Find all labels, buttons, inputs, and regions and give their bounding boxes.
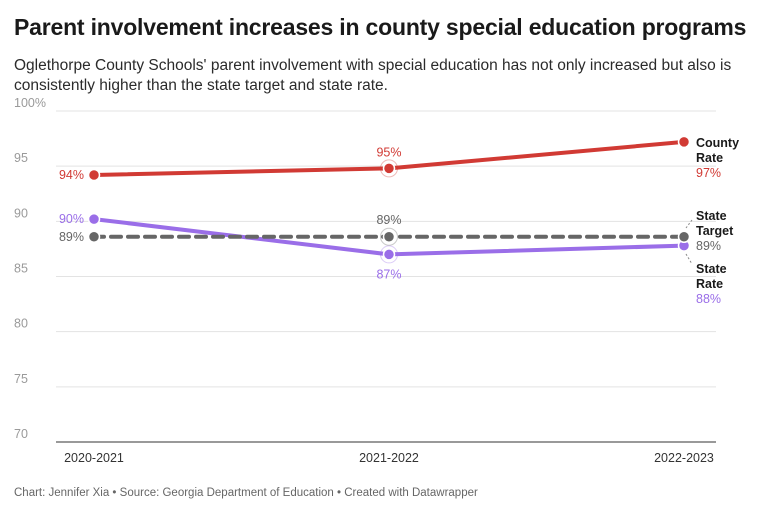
- county-series-name: County: [696, 136, 739, 150]
- y-tick-label: 95: [14, 151, 28, 165]
- state_rate-point-halo: [380, 245, 398, 264]
- state_rate-end-value: 88%: [696, 292, 721, 306]
- y-tick-label: 75: [14, 372, 28, 386]
- x-tick-label: 2021-2022: [359, 451, 419, 465]
- chart-subtitle: Oglethorpe County Schools' parent involv…: [14, 57, 732, 94]
- state_target-data-label: 89%: [376, 213, 401, 227]
- x-tick-label: 2020-2021: [64, 451, 124, 465]
- state_target-data-label: 89%: [59, 230, 84, 244]
- x-tick-label: 2022-2023: [654, 451, 714, 465]
- county-data-label: 94%: [59, 168, 84, 182]
- state_target-end-value: 89%: [696, 239, 721, 253]
- county-point: [677, 135, 691, 149]
- chart-title: Parent involvement increases in county s…: [14, 14, 747, 40]
- state_target-point: [87, 230, 101, 244]
- state_target-series-name: State: [696, 209, 727, 223]
- state_target-point: [382, 230, 396, 244]
- y-tick-label: 100%: [14, 96, 46, 110]
- state_target-series-name: Target: [696, 224, 734, 238]
- y-tick-label: 80: [14, 317, 28, 331]
- y-tick-label: 70: [14, 427, 28, 441]
- state-rate-connector: [685, 253, 693, 265]
- y-tick-label: 90: [14, 206, 28, 220]
- county-series-name: Rate: [696, 151, 723, 165]
- state_rate-data-label: 90%: [59, 212, 84, 226]
- state_rate-data-label: 87%: [376, 267, 401, 281]
- state_target-point: [677, 230, 691, 244]
- county-point: [87, 168, 101, 182]
- state_rate-point: [382, 248, 396, 261]
- county-end-value: 97%: [696, 166, 721, 180]
- y-tick-label: 85: [14, 262, 28, 276]
- county-point-halo: [380, 159, 398, 178]
- state_rate-point: [87, 212, 101, 226]
- county-point: [382, 162, 396, 175]
- county-data-label: 95%: [376, 145, 401, 159]
- state-target-connector: [685, 219, 693, 229]
- state_rate-series-name: State: [696, 262, 727, 276]
- state_target-point-halo: [380, 227, 398, 246]
- state_rate-series-name: Rate: [696, 277, 723, 291]
- chart-credit: Chart: Jennifer Xia • Source: Georgia De…: [14, 487, 478, 499]
